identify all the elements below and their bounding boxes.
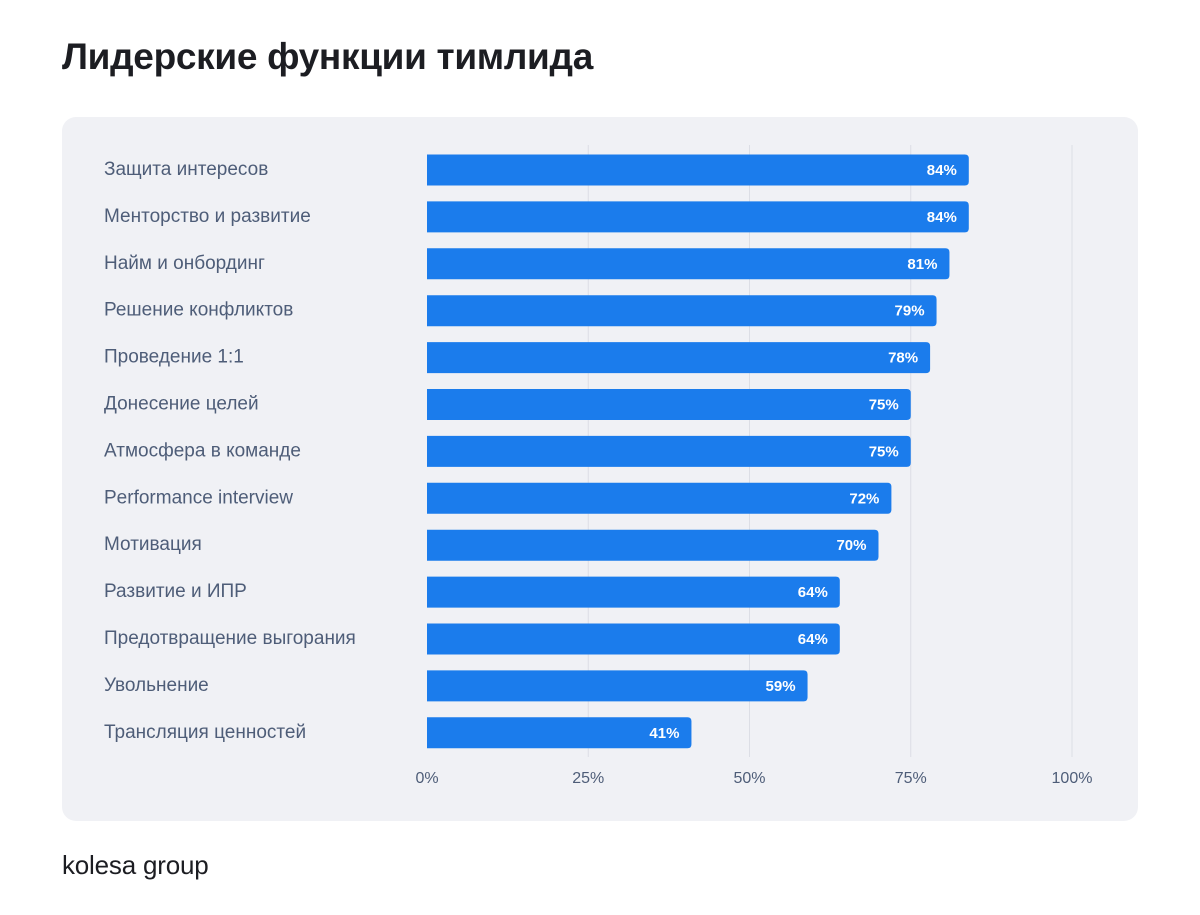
- category-label: Предотвращение выгорания: [104, 628, 356, 649]
- x-tick-label: 100%: [1052, 770, 1093, 787]
- value-label: 81%: [907, 256, 937, 273]
- bar: [427, 529, 879, 561]
- bar: [427, 482, 892, 514]
- bar: [427, 435, 911, 467]
- value-label: 70%: [836, 537, 866, 554]
- category-label: Защита интересов: [104, 159, 268, 180]
- value-label: 59%: [766, 678, 796, 695]
- category-label: Решение конфликтов: [104, 300, 293, 321]
- value-label: 41%: [649, 725, 679, 742]
- category-label: Развитие и ИПР: [104, 581, 247, 602]
- bar: [427, 623, 840, 655]
- category-label: Донесение целей: [104, 394, 259, 415]
- x-tick-label: 0%: [415, 770, 438, 787]
- value-label: 75%: [869, 443, 899, 460]
- bar: [427, 670, 808, 702]
- value-label: 64%: [798, 584, 828, 601]
- category-label: Проведение 1:1: [104, 347, 244, 368]
- chart-title: Лидерские функции тимлида: [62, 36, 593, 77]
- value-label: 84%: [927, 209, 957, 226]
- category-label: Увольнение: [104, 675, 209, 696]
- category-label: Трансляция ценностей: [104, 722, 306, 743]
- bar: [427, 576, 840, 608]
- bar: [427, 389, 911, 420]
- bar: [427, 248, 950, 280]
- x-tick-label: 75%: [895, 770, 927, 787]
- x-tick-label: 50%: [733, 770, 765, 787]
- category-label: Performance interview: [104, 487, 293, 508]
- value-label: 79%: [895, 303, 925, 320]
- bar: [427, 154, 969, 186]
- category-label: Атмосфера в команде: [104, 440, 301, 461]
- x-tick-label: 25%: [572, 770, 604, 787]
- bar: [427, 201, 969, 233]
- value-label: 64%: [798, 631, 828, 648]
- value-label: 84%: [927, 162, 957, 179]
- category-label: Найм и онбординг: [104, 253, 265, 274]
- value-label: 78%: [888, 350, 918, 367]
- bar: [427, 717, 692, 749]
- category-label: Менторство и развитие: [104, 206, 311, 227]
- chart-panel: Защита интересов 84% Менторство и развитие…: [62, 117, 1138, 821]
- category-label: Мотивация: [104, 534, 202, 555]
- value-label: 75%: [869, 396, 899, 413]
- bar: [427, 342, 931, 374]
- kolesa-group-logo: kolesa group: [62, 850, 209, 880]
- bar: [427, 295, 937, 327]
- value-label: 72%: [849, 490, 879, 507]
- bar-chart: Защита интересов 84% Менторство и развитие…: [104, 145, 1093, 787]
